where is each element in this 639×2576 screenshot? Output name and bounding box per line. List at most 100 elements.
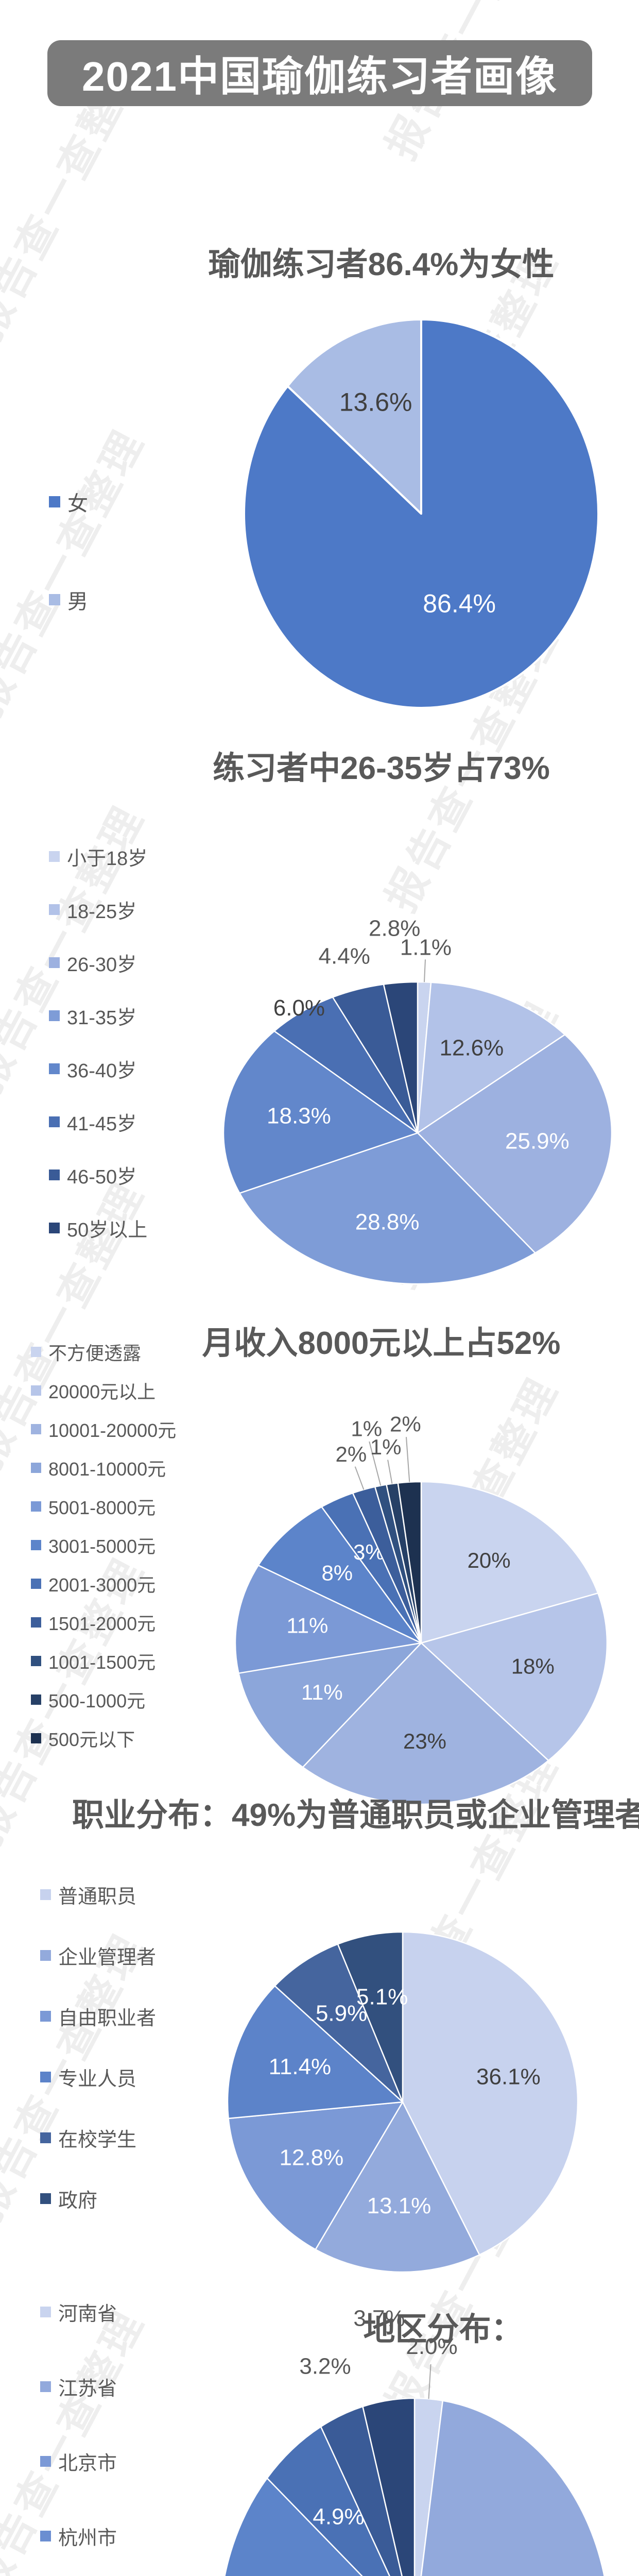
legend-label: 8001-10000元	[48, 1459, 166, 1480]
legend-item-不方便透露: 不方便透露	[31, 1338, 141, 1365]
chart-title-region: 地区分布：	[363, 2312, 523, 2347]
slice-label-500元以下: 2%	[390, 1412, 421, 1436]
pie-slice-政府	[337, 1931, 404, 2103]
legend-swatch	[31, 1501, 41, 1512]
legend-item-专业人员: 专业人员	[40, 2063, 136, 2091]
chart-title-age: 练习者中26-35岁占73%	[213, 751, 550, 786]
legend-swatch	[40, 2381, 51, 2392]
legend-item-2001-3000元: 2001-3000元	[31, 1570, 156, 1597]
legend-swatch	[31, 1579, 41, 1589]
pie-slice-36-40岁	[222, 1030, 419, 1194]
slice-label-8001-10000元: 11%	[301, 1680, 343, 1704]
pie-slice-天津市	[224, 2477, 363, 2576]
legend-item-10001-20000元: 10001-20000元	[31, 1416, 176, 1443]
page-title: 2021中国瑜伽练习者画像	[82, 54, 558, 99]
slice-label-46-50岁: 4.4%	[319, 944, 370, 969]
legend-label: 企业管理者	[58, 1947, 157, 1969]
legend-label: 男	[67, 590, 88, 613]
legend-swatch	[49, 904, 60, 915]
legend-item-政府: 政府	[40, 2184, 97, 2213]
legend-swatch	[31, 1733, 41, 1743]
legend-swatch	[40, 1950, 51, 1961]
legend-label: 江苏省	[58, 2378, 117, 2400]
pie-slice-26-30岁	[417, 1033, 613, 1254]
legend-swatch	[40, 1889, 51, 1900]
pie-slice-3001-5000元	[257, 1506, 422, 1644]
legend-label: 10001-20000元	[48, 1420, 177, 1441]
legend-label: 31-35岁	[67, 1007, 137, 1029]
legend-label: 2001-3000元	[48, 1574, 156, 1596]
legend-label: 20000元以上	[48, 1381, 156, 1402]
legend-item-男: 男	[49, 585, 88, 615]
legend-item-3001-5000元: 3001-5000元	[31, 1532, 156, 1558]
legend-label: 1501-2000元	[48, 1613, 156, 1634]
label-leader-line	[406, 1437, 410, 1482]
legend-label: 女	[67, 493, 88, 515]
legend-item-小于18岁: 小于18岁	[49, 842, 147, 871]
legend-label: 不方便透露	[48, 1343, 142, 1364]
legend-item-江苏省: 江苏省	[40, 2372, 117, 2401]
label-leader-line	[354, 1466, 365, 1490]
legend-label: 5001-8000元	[48, 1497, 156, 1518]
legend-swatch	[40, 2132, 51, 2143]
legend-item-女: 女	[49, 487, 88, 517]
legend-swatch	[49, 1223, 60, 1233]
slice-label-5001-8000元: 11%	[286, 1614, 328, 1638]
chart-title-gender: 瑜伽练习者86.4%为女性	[208, 247, 555, 282]
pie-slice-男	[286, 318, 422, 515]
legend-label: 专业人员	[58, 2069, 137, 2090]
legend-label: 46-50岁	[67, 1166, 137, 1188]
pie-slice-山东省	[362, 2397, 416, 2576]
legend-swatch	[49, 1010, 60, 1021]
slice-label-在校学生: 5.9%	[316, 2001, 367, 2026]
legend-item-1001-1500元: 1001-1500元	[31, 1648, 156, 1674]
slice-label-广东省: 3.2%	[299, 2354, 351, 2379]
slice-label-小于18岁: 1.1%	[400, 935, 452, 960]
chart-title-occupation: 职业分布：49%为普通职员或企业管理者	[72, 1798, 639, 1833]
legend-item-18-25岁: 18-25岁	[49, 895, 136, 924]
legend-swatch	[49, 496, 60, 507]
slice-label-不方便透露: 20%	[468, 1548, 511, 1572]
legend-label: 普通职员	[58, 1886, 137, 1908]
legend-item-46-50岁: 46-50岁	[49, 1161, 136, 1189]
legend-item-20000元以上: 20000元以上	[31, 1377, 156, 1404]
legend-swatch	[31, 1463, 41, 1473]
legend-item-企业管理者: 企业管理者	[40, 1941, 156, 1970]
pie-slice-普通职员	[402, 1931, 579, 2256]
label-leader-line	[387, 1460, 393, 1484]
legend-label: 26-30岁	[67, 954, 137, 976]
label-leader-line	[428, 2364, 431, 2399]
slice-label-企业管理者: 13.1%	[367, 2193, 431, 2218]
legend-item-北京市: 北京市	[40, 2447, 117, 2476]
legend-swatch	[31, 1385, 41, 1396]
pie-slice-专业人员	[227, 1985, 404, 2120]
pie-slice-自由职业者	[228, 2101, 404, 2250]
legend-swatch	[31, 1617, 41, 1628]
legend-swatch	[49, 1063, 60, 1074]
legend-swatch	[40, 2072, 51, 2082]
legend-item-500-1000元: 500-1000元	[31, 1686, 145, 1713]
slice-label-20000元以上: 18%	[511, 1654, 555, 1678]
legend-item-50岁以上: 50岁以上	[49, 1214, 147, 1242]
pie-slice-8001-10000元	[238, 1642, 422, 1768]
legend-swatch	[40, 2193, 51, 2204]
legend-swatch	[49, 851, 60, 862]
legend-item-在校学生: 在校学生	[40, 2124, 136, 2152]
legend-label: 50岁以上	[67, 1219, 148, 1241]
slice-label-26-30岁: 25.9%	[505, 1129, 569, 1154]
legend-label: 小于18岁	[67, 848, 148, 870]
slice-label-普通职员: 36.1%	[476, 2064, 541, 2090]
legend-swatch	[31, 1347, 41, 1357]
slice-label-1001-1500元: 1%	[351, 1417, 382, 1441]
slice-label-山东省: 3.7%	[353, 2306, 405, 2331]
legend-item-河南省: 河南省	[40, 2298, 117, 2326]
legend-swatch	[31, 1540, 41, 1550]
legend-swatch	[31, 1424, 41, 1434]
slice-label-女: 86.4%	[423, 589, 496, 618]
legend-label: 500-1000元	[48, 1690, 146, 1711]
pie-slice-5001-8000元	[234, 1564, 422, 1674]
slice-label-政府: 5.1%	[356, 1985, 408, 2010]
legend-label: 41-45岁	[67, 1113, 137, 1135]
legend-swatch	[40, 2456, 51, 2467]
